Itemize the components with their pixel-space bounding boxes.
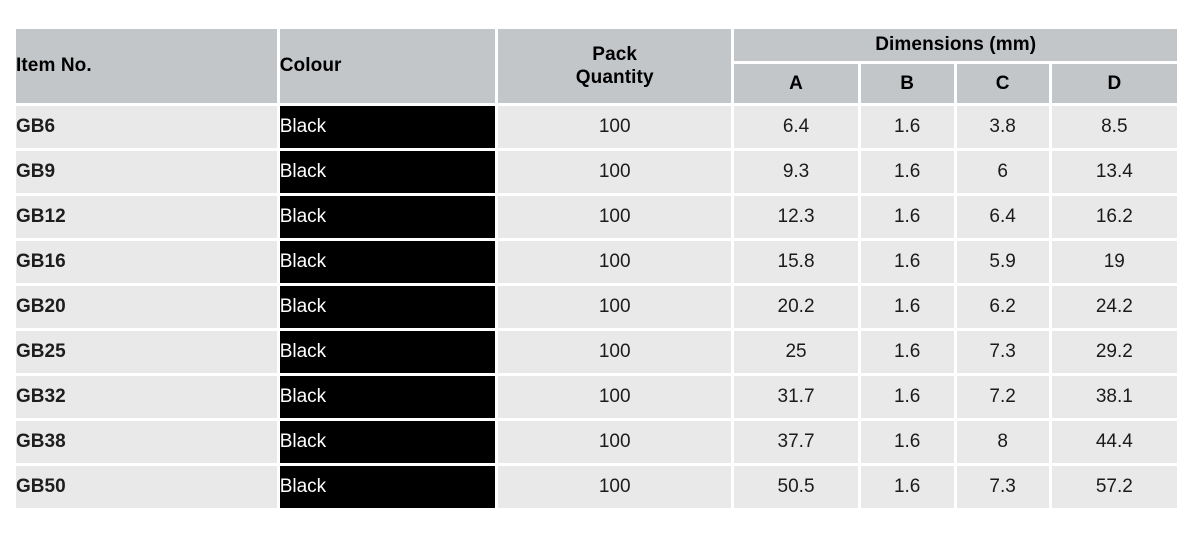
header-row-subcolumns: A B C D [16,64,1177,103]
cell-dimension-a: 25 [734,331,858,373]
cell-dimension-a: 31.7 [734,376,858,418]
column-header-pack-quantity: Pack Quantity [497,29,732,103]
cell-dimension-d: 38.1 [1051,376,1177,418]
table-row: GB38 Black 100 37.7 1.6 8 44.4 [16,421,1177,463]
column-header-dim-a: A [734,64,858,103]
table-row: GB20 Black 100 20.2 1.6 6.2 24.2 [16,286,1177,328]
cell-dimension-c: 5.9 [956,241,1049,283]
cell-item-no: GB38 [16,421,277,463]
cell-dimension-d: 13.4 [1051,151,1177,193]
cell-dimension-b: 1.6 [860,241,954,283]
header-row-primary: Item No. Colour Pack Quantity Dimensions… [16,29,1177,103]
table-row: GB12 Black 100 12.3 1.6 6.4 16.2 [16,196,1177,238]
cell-dimension-d: 8.5 [1051,106,1177,148]
cell-dimension-a: 37.7 [734,421,858,463]
cell-item-no: GB32 [16,376,277,418]
cell-dimension-c: 6 [956,151,1049,193]
table-row: GB6 Black 100 6.4 1.6 3.8 8.5 [16,106,1177,148]
cell-pack-quantity: 100 [497,286,732,328]
cell-pack-quantity: 100 [497,376,732,418]
cell-dimension-c: 7.3 [956,466,1049,508]
cell-pack-quantity: 100 [497,196,732,238]
cell-pack-quantity: 100 [497,331,732,373]
cell-colour-swatch: Black [279,421,495,463]
cell-dimension-b: 1.6 [860,466,954,508]
cell-colour-swatch: Black [279,241,495,283]
cell-colour-swatch: Black [279,376,495,418]
cell-dimension-c: 6.2 [956,286,1049,328]
cell-dimension-a: 6.4 [734,106,858,148]
cell-dimension-a: 20.2 [734,286,858,328]
cell-dimension-b: 1.6 [860,196,954,238]
cell-pack-quantity: 100 [497,151,732,193]
cell-dimension-a: 15.8 [734,241,858,283]
cell-dimension-d: 57.2 [1051,466,1177,508]
cell-colour-swatch: Black [279,151,495,193]
cell-item-no: GB50 [16,466,277,508]
cell-dimension-b: 1.6 [860,286,954,328]
table-row: GB50 Black 100 50.5 1.6 7.3 57.2 [16,466,1177,508]
cell-item-no: GB16 [16,241,277,283]
column-header-dim-c: C [956,64,1049,103]
cell-dimension-a: 9.3 [734,151,858,193]
cell-item-no: GB9 [16,151,277,193]
cell-colour-swatch: Black [279,196,495,238]
table-row: GB25 Black 100 25 1.6 7.3 29.2 [16,331,1177,373]
cell-pack-quantity: 100 [497,241,732,283]
cell-dimension-a: 50.5 [734,466,858,508]
product-dimensions-table: Item No. Colour Pack Quantity Dimensions… [13,26,1180,511]
cell-dimension-d: 19 [1051,241,1177,283]
cell-pack-quantity: 100 [497,106,732,148]
table-row: GB32 Black 100 31.7 1.6 7.2 38.1 [16,376,1177,418]
cell-dimension-c: 7.2 [956,376,1049,418]
table-row: GB16 Black 100 15.8 1.6 5.9 19 [16,241,1177,283]
cell-colour-swatch: Black [279,286,495,328]
cell-dimension-d: 24.2 [1051,286,1177,328]
table-header: Item No. Colour Pack Quantity Dimensions… [16,29,1177,103]
pack-quantity-label-line1: Pack [592,43,638,65]
column-header-item-no: Item No. [16,29,277,103]
table-body: GB6 Black 100 6.4 1.6 3.8 8.5 GB9 Black 100 9.3 1.6… [16,106,1177,508]
cell-item-no: GB20 [16,286,277,328]
cell-dimension-b: 1.6 [860,376,954,418]
cell-item-no: GB6 [16,106,277,148]
column-header-dim-b: B [860,64,954,103]
cell-dimension-c: 3.8 [956,106,1049,148]
cell-dimension-d: 29.2 [1051,331,1177,373]
cell-dimension-b: 1.6 [860,106,954,148]
cell-item-no: GB12 [16,196,277,238]
pack-quantity-label-line2: Quantity [575,67,654,88]
cell-dimension-c: 6.4 [956,196,1049,238]
cell-dimension-b: 1.6 [860,331,954,373]
cell-colour-swatch: Black [279,106,495,148]
cell-pack-quantity: 100 [497,466,732,508]
cell-dimension-b: 1.6 [860,421,954,463]
cell-dimension-a: 12.3 [734,196,858,238]
cell-dimension-d: 44.4 [1051,421,1177,463]
table-row: GB9 Black 100 9.3 1.6 6 13.4 [16,151,1177,193]
cell-dimension-c: 8 [956,421,1049,463]
cell-dimension-d: 16.2 [1051,196,1177,238]
cell-dimension-c: 7.3 [956,331,1049,373]
column-header-colour: Colour [279,29,495,103]
cell-dimension-b: 1.6 [860,151,954,193]
cell-colour-swatch: Black [279,331,495,373]
column-header-dimensions-group: Dimensions (mm) [734,29,1177,61]
column-header-dim-d: D [1051,64,1177,103]
cell-colour-swatch: Black [279,466,495,508]
cell-pack-quantity: 100 [497,421,732,463]
cell-item-no: GB25 [16,331,277,373]
